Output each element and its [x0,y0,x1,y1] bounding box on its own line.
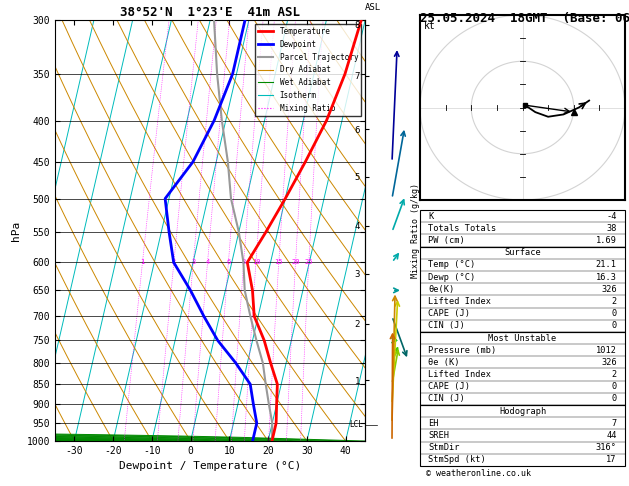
Text: 8: 8 [242,260,246,265]
Text: K: K [428,211,433,221]
Text: Temp (°C): Temp (°C) [428,260,476,269]
Text: 3: 3 [191,260,196,265]
Y-axis label: Mixing Ratio (g/kg): Mixing Ratio (g/kg) [411,183,420,278]
Title: 38°52'N  1°23'E  41m ASL: 38°52'N 1°23'E 41m ASL [120,6,300,19]
Text: θe(K): θe(K) [428,285,454,294]
Text: PW (cm): PW (cm) [428,236,465,245]
Text: Pressure (mb): Pressure (mb) [428,346,496,355]
Text: CIN (J): CIN (J) [428,395,465,403]
Legend: Temperature, Dewpoint, Parcel Trajectory, Dry Adiabat, Wet Adiabat, Isotherm, Mi: Temperature, Dewpoint, Parcel Trajectory… [255,24,361,116]
Y-axis label: hPa: hPa [11,220,21,241]
Text: 326: 326 [601,358,617,367]
Text: 38: 38 [606,224,617,233]
Text: 15: 15 [274,260,283,265]
Text: Most Unstable: Most Unstable [488,333,557,343]
Text: 316°: 316° [596,443,617,452]
Text: Lifted Index: Lifted Index [428,370,491,379]
Text: 0: 0 [611,382,617,391]
X-axis label: Dewpoint / Temperature (°C): Dewpoint / Temperature (°C) [119,461,301,471]
Text: Dewp (°C): Dewp (°C) [428,273,476,281]
Text: 10: 10 [252,260,260,265]
Text: SREH: SREH [428,431,449,440]
Text: StmDir: StmDir [428,443,460,452]
Text: Totals Totals: Totals Totals [428,224,496,233]
Text: -4: -4 [606,211,617,221]
Text: 2: 2 [611,297,617,306]
Text: Surface: Surface [504,248,541,257]
Bar [420,332,625,405]
Text: 25.05.2024  18GMT  (Base: 06): 25.05.2024 18GMT (Base: 06) [420,12,629,25]
Text: 0: 0 [611,321,617,330]
Text: Lifted Index: Lifted Index [428,297,491,306]
Text: EH: EH [428,419,438,428]
Text: 0: 0 [611,395,617,403]
Text: 2: 2 [611,370,617,379]
Text: CIN (J): CIN (J) [428,321,465,330]
Text: 44: 44 [606,431,617,440]
Text: kt: kt [424,20,436,31]
Text: 326: 326 [601,285,617,294]
Text: 17: 17 [606,455,617,465]
Text: CAPE (J): CAPE (J) [428,382,470,391]
Text: © weatheronline.co.uk: © weatheronline.co.uk [426,469,532,478]
Text: LCL: LCL [350,420,364,430]
Text: 21.1: 21.1 [596,260,617,269]
Text: CAPE (J): CAPE (J) [428,309,470,318]
Bar [420,246,625,332]
Text: StmSpd (kt): StmSpd (kt) [428,455,486,465]
Text: 4: 4 [206,260,209,265]
Text: 25: 25 [304,260,313,265]
Text: 0: 0 [611,309,617,318]
Text: 1: 1 [140,260,145,265]
Text: 20: 20 [291,260,300,265]
Text: θe (K): θe (K) [428,358,460,367]
Bar [420,405,625,466]
Text: Hodograph: Hodograph [499,407,546,416]
Text: 1.69: 1.69 [596,236,617,245]
Text: 6: 6 [226,260,230,265]
Text: km
ASL: km ASL [365,0,381,12]
Text: 1012: 1012 [596,346,617,355]
Text: 16.3: 16.3 [596,273,617,281]
Bar [420,210,625,246]
Text: 7: 7 [611,419,617,428]
Text: 2: 2 [172,260,176,265]
